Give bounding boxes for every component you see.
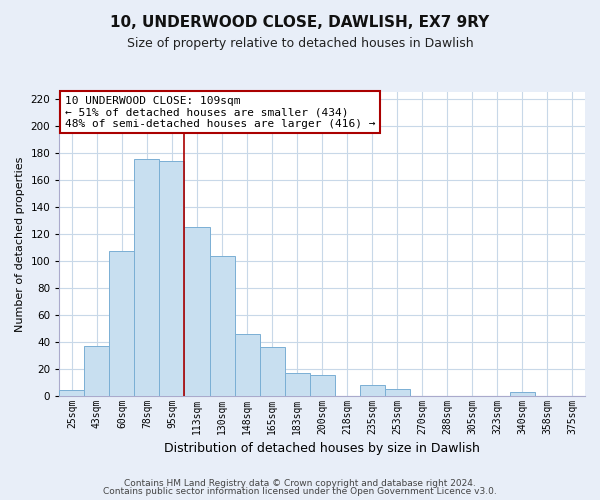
Bar bbox=[385, 389, 410, 396]
Y-axis label: Number of detached properties: Number of detached properties bbox=[15, 156, 25, 332]
Bar bbox=[260, 347, 284, 396]
Bar bbox=[184, 227, 209, 396]
Bar bbox=[235, 334, 260, 396]
Bar bbox=[160, 161, 184, 396]
X-axis label: Distribution of detached houses by size in Dawlish: Distribution of detached houses by size … bbox=[164, 442, 480, 455]
Bar bbox=[85, 346, 109, 396]
Bar bbox=[134, 158, 160, 396]
Bar bbox=[360, 385, 385, 396]
Text: 10, UNDERWOOD CLOSE, DAWLISH, EX7 9RY: 10, UNDERWOOD CLOSE, DAWLISH, EX7 9RY bbox=[110, 15, 490, 30]
Bar bbox=[510, 392, 535, 396]
Text: 10 UNDERWOOD CLOSE: 109sqm
← 51% of detached houses are smaller (434)
48% of sem: 10 UNDERWOOD CLOSE: 109sqm ← 51% of deta… bbox=[65, 96, 375, 128]
Text: Contains public sector information licensed under the Open Government Licence v3: Contains public sector information licen… bbox=[103, 487, 497, 496]
Bar bbox=[109, 252, 134, 396]
Bar bbox=[209, 256, 235, 396]
Bar bbox=[284, 372, 310, 396]
Text: Size of property relative to detached houses in Dawlish: Size of property relative to detached ho… bbox=[127, 38, 473, 51]
Bar bbox=[59, 390, 85, 396]
Bar bbox=[310, 376, 335, 396]
Text: Contains HM Land Registry data © Crown copyright and database right 2024.: Contains HM Land Registry data © Crown c… bbox=[124, 478, 476, 488]
